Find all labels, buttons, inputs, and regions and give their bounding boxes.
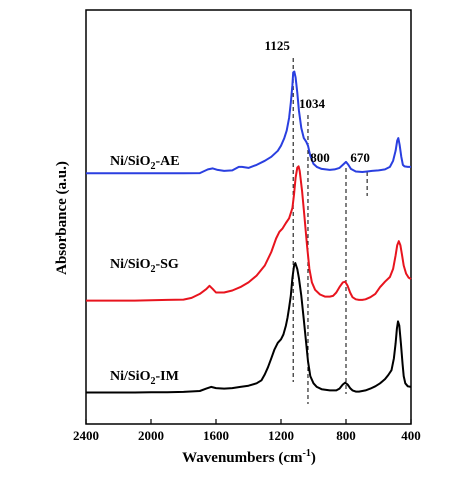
series-label-1: Ni/SiO2-AE: [110, 154, 180, 172]
x-axis-title-close: ): [311, 450, 316, 466]
spectra: [86, 70, 412, 394]
y-axis-title: Absorbance (a.u.): [54, 161, 70, 275]
series-labels: Ni/SiO2-AE Ni/SiO2-SG Ni/SiO2-IM: [110, 154, 180, 387]
x-tick-label-2000: 2000: [138, 428, 164, 443]
x-axis-ticks: 2400 2000 1600 1200 800 400: [73, 419, 421, 443]
x-axis-title-text: Wavenumbers (cm: [182, 450, 303, 466]
x-tick-label-2400: 2400: [73, 428, 99, 443]
x-axis-title-sup: -1: [303, 448, 311, 459]
x-tick-label-400: 400: [401, 428, 421, 443]
series-label-2: Ni/SiO2-SG: [110, 257, 179, 275]
annotation-1125: 1125: [265, 38, 291, 53]
annotation-670: 670: [350, 150, 370, 165]
x-tick-label-800: 800: [336, 428, 356, 443]
annotation-800: 800: [310, 150, 330, 165]
series-label-3: Ni/SiO2-IM: [110, 369, 179, 387]
x-axis-title: Wavenumbers (cm-1): [182, 448, 316, 466]
spectrum-line-2: [86, 165, 412, 302]
annotation-1034: 1034: [299, 96, 326, 111]
spectrum-line-3: [86, 262, 412, 394]
spectrum-line-1: [86, 70, 411, 175]
plot-frame: [85, 9, 412, 425]
x-tick-label-1200: 1200: [268, 428, 294, 443]
peak-annotations: 1125 1034 800 670: [265, 38, 370, 165]
x-tick-label-1600: 1600: [203, 428, 229, 443]
